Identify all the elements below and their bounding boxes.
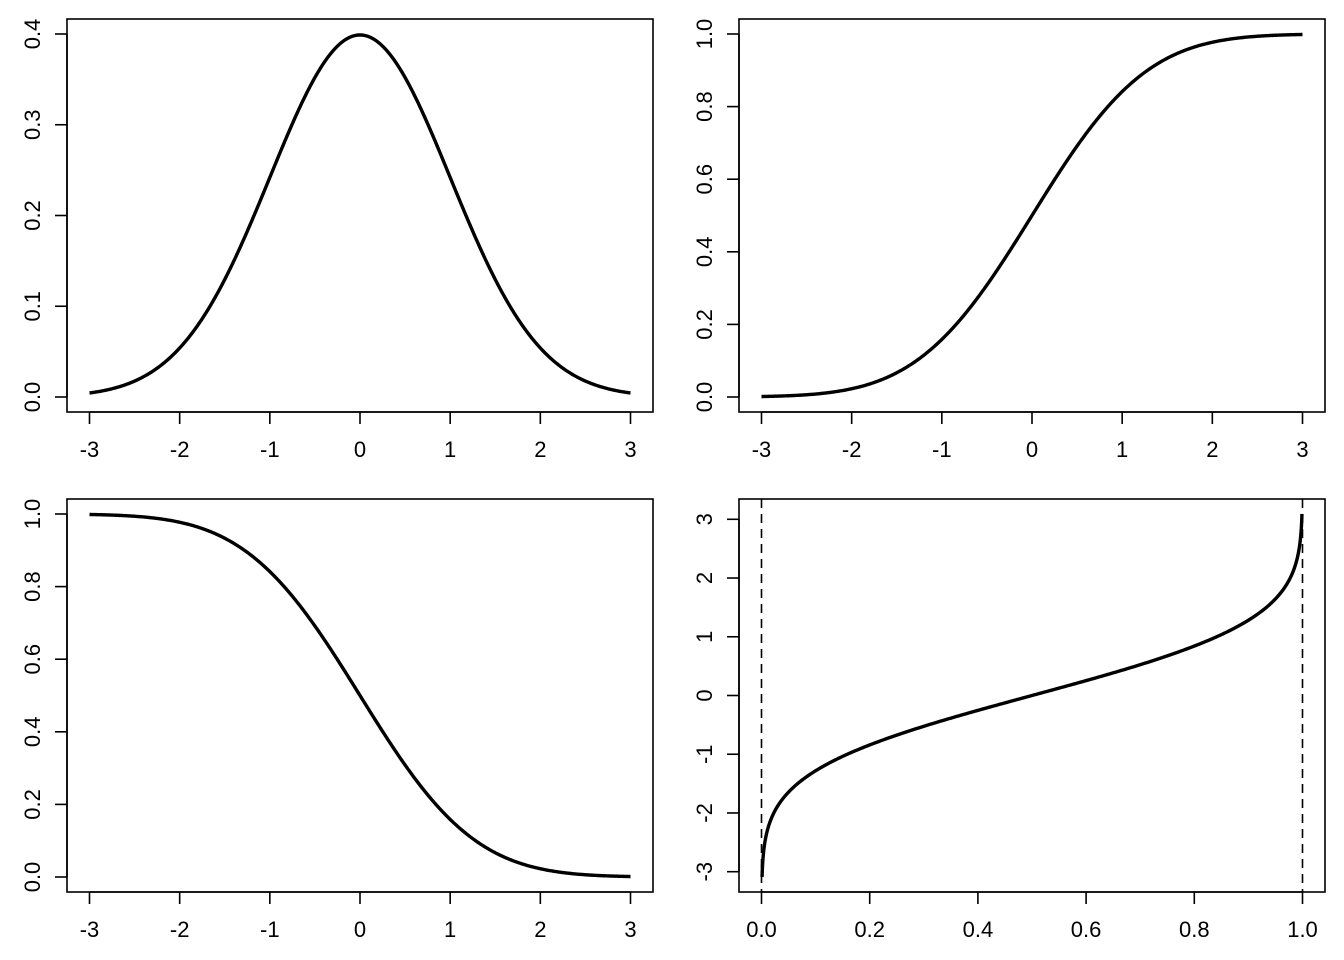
x-tick-label: 1.0 [1287, 917, 1318, 942]
y-tick-label: 0.2 [20, 789, 45, 820]
y-tick-label: 2 [692, 572, 717, 584]
y-tick-label: 1 [692, 631, 717, 643]
y-tick-label: 0.3 [20, 109, 45, 140]
series-line [89, 33, 631, 395]
y-tick-label: 0.4 [20, 717, 45, 748]
y-tick-label: 0.0 [20, 862, 45, 893]
x-tick-label: 0.2 [854, 917, 885, 942]
x-axis: -3 -2 -1 0 1 2 3 [80, 411, 637, 462]
x-tick-label: -3 [80, 917, 100, 942]
y-tick-label: 0.0 [692, 382, 717, 413]
x-tick-label: 3 [624, 437, 636, 462]
y-axis: 0.0 0.2 0.4 0.6 0.8 1.0 [692, 19, 740, 413]
x-tick-label: 2 [1206, 437, 1218, 462]
y-tick-label: 0.2 [20, 200, 45, 231]
y-tick-label: 0.0 [20, 382, 45, 413]
x-tick-label: 0 [1026, 437, 1038, 462]
y-tick-label: 3 [692, 513, 717, 525]
y-tick-label: 0.8 [692, 91, 717, 122]
x-tick-label: -2 [842, 437, 862, 462]
x-tick-label: -3 [80, 437, 100, 462]
y-tick-label: 0.2 [692, 309, 717, 340]
y-tick-label: 0.1 [20, 291, 45, 322]
x-tick-label: 0 [354, 917, 366, 942]
y-tick-label: 0.4 [20, 19, 45, 50]
x-tick-label: 1 [444, 917, 456, 942]
x-tick-label: -1 [932, 437, 952, 462]
x-tick-label: 0.6 [1071, 917, 1102, 942]
panel-normal-cdf: 0.0 0.2 0.4 0.6 0.8 1.0 -3 -2 -1 0 1 2 3 [692, 18, 1326, 462]
series-curves [89, 33, 631, 395]
x-tick-label: -3 [752, 437, 772, 462]
x-tick-label: 0.4 [963, 917, 994, 942]
series-line [89, 512, 631, 879]
x-tick-label: 2 [534, 917, 546, 942]
panel-normal-density: 0.0 0.1 0.2 0.3 0.4 -3 -2 -1 0 1 2 3 [20, 18, 654, 462]
y-tick-label: 0.6 [20, 644, 45, 675]
x-axis: 0.0 0.2 0.4 0.6 0.8 1.0 [746, 891, 1318, 942]
x-tick-label: -1 [260, 917, 280, 942]
x-tick-label: 3 [624, 917, 636, 942]
series-line [760, 512, 1304, 879]
y-tick-label: -3 [692, 862, 717, 882]
x-tick-label: 0 [354, 437, 366, 462]
series-curves [760, 499, 1304, 892]
y-tick-label: -2 [692, 803, 717, 823]
series-curves [89, 512, 631, 879]
y-axis: -3 -2 -1 0 1 2 3 [692, 513, 740, 882]
y-tick-label: -1 [692, 744, 717, 764]
x-tick-label: 0.8 [1179, 917, 1210, 942]
x-tick-label: 2 [534, 437, 546, 462]
series-curves [761, 32, 1303, 399]
y-tick-label: 1.0 [20, 499, 45, 530]
y-tick-label: 1.0 [692, 19, 717, 50]
x-tick-label: 1 [1116, 437, 1128, 462]
x-tick-label: 0.0 [746, 917, 777, 942]
x-tick-label: -2 [170, 437, 190, 462]
y-axis: 0.0 0.1 0.2 0.3 0.4 [20, 19, 68, 413]
y-tick-label: 0.6 [692, 164, 717, 195]
y-tick-label: 0.4 [692, 237, 717, 268]
x-tick-label: -1 [260, 437, 280, 462]
panel-normal-quantile: -3 -2 -1 0 1 2 3 0.0 0.2 0.4 0.6 0.8 1.0 [692, 498, 1326, 942]
x-tick-label: 3 [1296, 437, 1308, 462]
x-tick-label: 1 [444, 437, 456, 462]
x-axis: -3 -2 -1 0 1 2 3 [752, 411, 1309, 462]
series-line [761, 32, 1303, 399]
panel-normal-survival: 0.0 0.2 0.4 0.6 0.8 1.0 -3 -2 -1 0 1 2 3 [20, 498, 654, 942]
y-axis: 0.0 0.2 0.4 0.6 0.8 1.0 [20, 499, 68, 893]
y-tick-label: 0 [692, 689, 717, 701]
x-tick-label: -2 [170, 917, 190, 942]
x-axis: -3 -2 -1 0 1 2 3 [80, 891, 637, 942]
y-tick-label: 0.8 [20, 571, 45, 602]
